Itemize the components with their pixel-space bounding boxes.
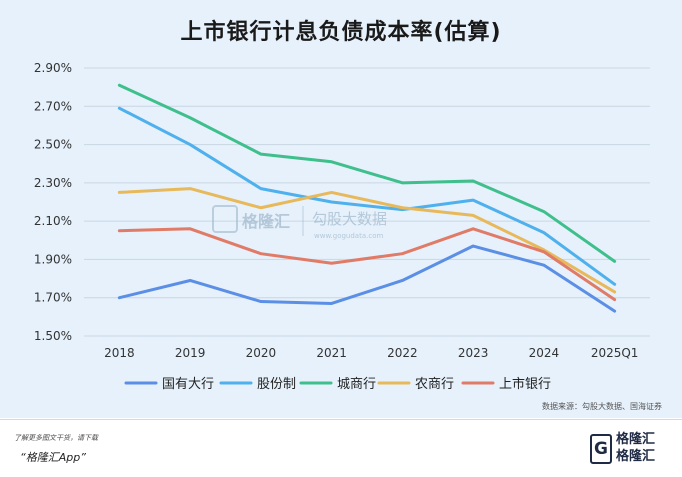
chart-card	[0, 0, 682, 418]
series-line	[117, 106, 617, 286]
y-tick-label: 1.90%	[34, 252, 72, 266]
legend-label: 股份制	[257, 377, 296, 392]
x-tick-label: 2023	[458, 346, 489, 360]
brand-name-secondary: 格隆汇	[616, 449, 656, 464]
brand-logo-icon: G	[590, 434, 612, 464]
y-tick-label: 2.10%	[34, 214, 72, 228]
legend-label: 国有大行	[162, 377, 214, 392]
watermark-logo-icon	[212, 205, 238, 233]
app-name: “格隆汇App”	[20, 451, 86, 464]
series-line	[117, 227, 617, 302]
series-line	[117, 187, 617, 294]
chart-title: 上市银行计息负债成本率(估算)	[180, 20, 502, 45]
series-line	[117, 83, 617, 263]
legend-label: 农商行	[415, 377, 454, 392]
line-chart: 1.50% 1.70% 1.90% 2.10% 2.30% 2.50% 2.70% 2.90%…	[34, 61, 650, 392]
watermark-brand: 格隆汇	[242, 212, 290, 231]
y-tick-label: 2.70%	[34, 99, 72, 113]
x-tick-label: 2018	[104, 346, 135, 360]
y-tick-label: 2.50%	[34, 138, 72, 152]
x-tick-label: 2022	[387, 346, 418, 360]
y-tick-label: 1.70%	[34, 291, 72, 305]
watermark-data-brand: 勾股大数据	[312, 210, 387, 228]
brand-name: 格隆汇	[616, 432, 656, 447]
y-tick-label: 2.30%	[34, 176, 72, 190]
series-line	[117, 244, 617, 313]
x-tick-label: 2024	[529, 346, 560, 360]
brand-logo: G 格隆汇 格隆汇	[590, 432, 668, 468]
x-tick-label: 2021	[316, 346, 347, 360]
x-tick-label: 2020	[246, 346, 277, 360]
y-tick-label: 2.90%	[34, 61, 72, 75]
footer-divider	[0, 419, 682, 420]
legend-label: 城商行	[337, 377, 376, 392]
x-tick-label: 2019	[175, 346, 206, 360]
x-tick-label: 2025Q1	[591, 346, 639, 360]
source-note: 数据来源：勾股大数据、国海证券	[542, 402, 662, 411]
download-prompt: 了解更多图文干货，请下载	[14, 434, 98, 442]
y-tick-label: 1.50%	[34, 329, 72, 343]
legend-label: 上市银行	[499, 376, 551, 392]
watermark-url: www.gogudata.com	[314, 232, 383, 240]
